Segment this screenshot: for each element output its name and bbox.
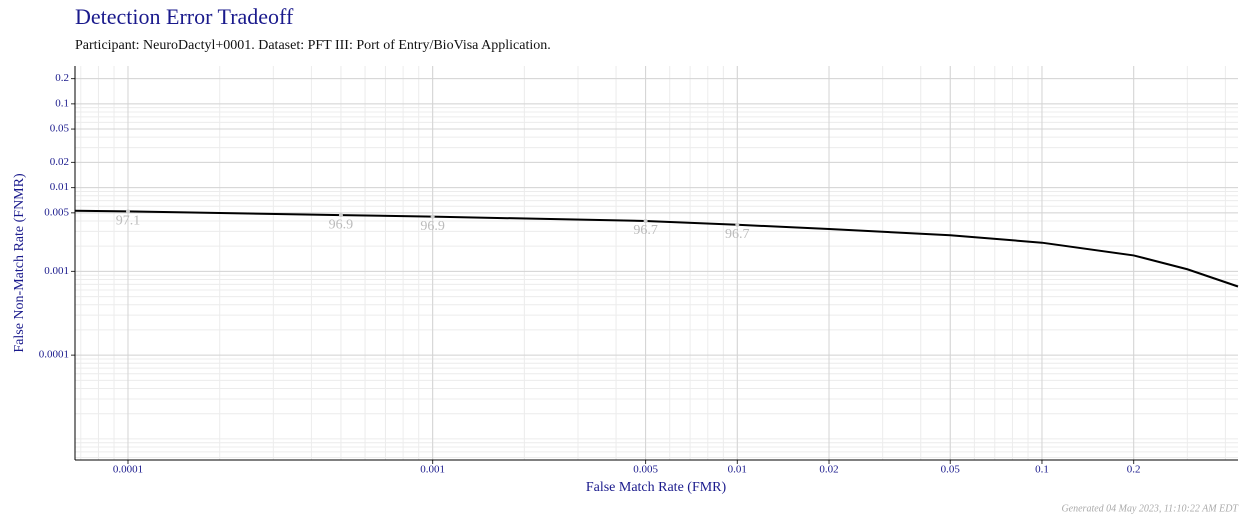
x-tick-label: 0.005	[633, 464, 658, 476]
y-tick-label: 0.1	[55, 97, 69, 109]
annotation-label: 96.9	[420, 219, 445, 234]
y-tick-label: 0.01	[50, 181, 69, 193]
y-tick-label: 0.0001	[39, 349, 69, 361]
chart-subtitle: Participant: NeuroDactyl+0001. Dataset: …	[75, 38, 551, 53]
annotation-label: 96.7	[725, 227, 750, 242]
annotation-label: 96.7	[633, 223, 658, 238]
chart-title: Detection Error Tradeoff	[75, 4, 294, 29]
footer: Generated 04 May 2023, 11:10:22 AM EDT	[1061, 503, 1239, 514]
x-tick-label: 0.0001	[113, 464, 143, 476]
annotation-point	[338, 213, 343, 218]
annotation-label: 97.1	[116, 214, 141, 229]
x-tick-label: 0.02	[819, 464, 838, 476]
x-tick-label: 0.1	[1035, 464, 1049, 476]
x-tick-label: 0.2	[1127, 464, 1141, 476]
annotation-label: 96.9	[329, 217, 354, 232]
x-tick-label: 0.01	[728, 464, 747, 476]
y-tick-label: 0.005	[44, 206, 69, 218]
y-tick-label: 0.02	[50, 156, 69, 168]
y-axis-label: False Non-Match Rate (FNMR)	[12, 173, 27, 353]
x-tick-label: 0.001	[420, 464, 445, 476]
annotation-point	[643, 218, 648, 223]
y-tick-label: 0.2	[55, 72, 69, 84]
y-tick-label: 0.05	[50, 123, 70, 135]
annotation-point	[735, 222, 740, 227]
y-tick-label: 0.001	[44, 265, 69, 277]
annotation-point	[430, 214, 435, 219]
x-axis-label: False Match Rate (FMR)	[586, 480, 727, 495]
x-tick-label: 0.05	[941, 464, 961, 476]
det-curve	[74, 209, 1239, 288]
annotation-point	[125, 209, 130, 214]
